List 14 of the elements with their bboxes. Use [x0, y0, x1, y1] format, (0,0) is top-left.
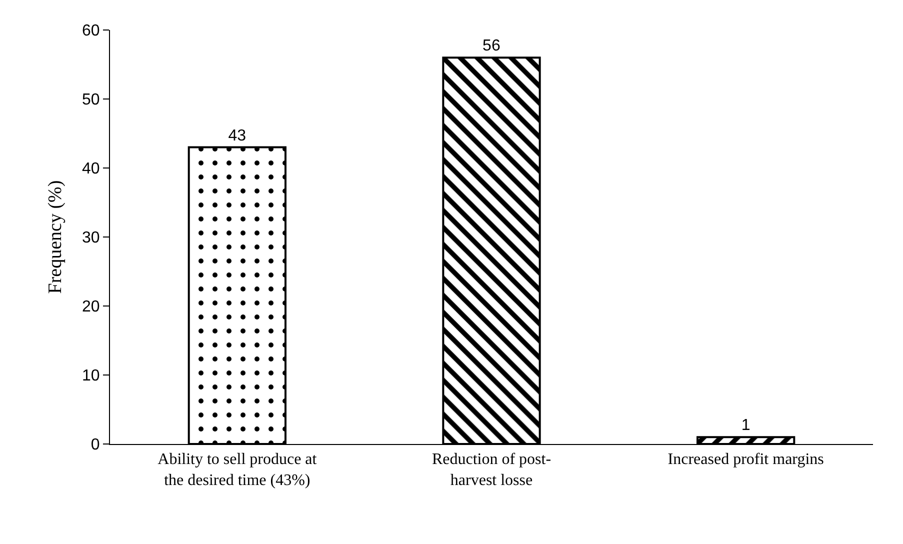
y-tick-label: 20 — [82, 298, 100, 316]
data-label: 43 — [228, 127, 246, 144]
data-label: 56 — [482, 38, 500, 55]
y-tick-label: 10 — [82, 368, 100, 385]
x-tick-label: Reduction of post- harvest losse — [432, 451, 552, 489]
data-label: 1 — [741, 417, 750, 434]
y-tick-label: 50 — [82, 92, 100, 109]
x-tick-label: Increased profit margins — [668, 451, 824, 468]
y-axis-title: Frequency (%) — [44, 180, 66, 294]
y-tick-label: 60 — [82, 22, 100, 40]
y-tick-label: 30 — [82, 230, 100, 247]
y-tick-label: 0 — [90, 436, 100, 454]
y-tick-label: 40 — [82, 160, 100, 178]
x-tick-label: Ability to sell produce at the desired time (43%) — [158, 451, 318, 489]
